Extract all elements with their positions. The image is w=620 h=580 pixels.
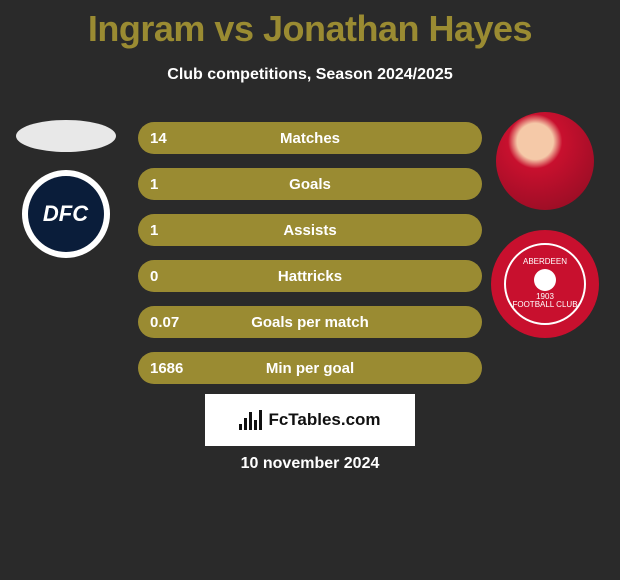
stat-label: Hattricks [138, 268, 482, 285]
right-player-column: ABERDEEN 1903 FOOTBALL CLUB [490, 112, 600, 338]
right-club-text-bottom: FOOTBALL CLUB [512, 301, 577, 310]
right-club-logo-inner: ABERDEEN 1903 FOOTBALL CLUB [504, 243, 586, 325]
right-club-logo: ABERDEEN 1903 FOOTBALL CLUB [491, 230, 599, 338]
page-subtitle: Club competitions, Season 2024/2025 [0, 66, 620, 84]
left-player-photo [16, 120, 116, 152]
stat-label: Goals per match [138, 314, 482, 331]
page-title: Ingram vs Jonathan Hayes [0, 0, 620, 50]
stat-value: 1 [150, 222, 158, 239]
stat-value: 14 [150, 130, 167, 147]
chart-bars-icon [239, 410, 262, 430]
stats-list: 14 Matches 1 Goals 1 Assists 0 Hattricks… [138, 122, 482, 384]
stat-value: 1 [150, 176, 158, 193]
stat-value: 0.07 [150, 314, 179, 331]
stat-label: Min per goal [138, 360, 482, 377]
right-player-photo [496, 112, 594, 210]
left-club-initials: DFC [28, 176, 104, 252]
branding-text: FcTables.com [268, 410, 380, 430]
stat-row-matches: 14 Matches [138, 122, 482, 154]
date-label: 10 november 2024 [0, 455, 620, 473]
stat-label: Assists [138, 222, 482, 239]
stat-label: Matches [138, 130, 482, 147]
ball-icon [534, 269, 556, 291]
left-club-logo: DFC [22, 170, 110, 258]
right-club-text-top: ABERDEEN [523, 258, 567, 267]
stat-row-goals: 1 Goals [138, 168, 482, 200]
stat-row-hattricks: 0 Hattricks [138, 260, 482, 292]
stat-value: 1686 [150, 360, 183, 377]
stat-row-min-per-goal: 1686 Min per goal [138, 352, 482, 384]
stat-value: 0 [150, 268, 158, 285]
left-player-column: DFC [8, 120, 123, 258]
stat-label: Goals [138, 176, 482, 193]
branding-box: FcTables.com [205, 394, 415, 446]
stat-row-goals-per-match: 0.07 Goals per match [138, 306, 482, 338]
stat-row-assists: 1 Assists [138, 214, 482, 246]
